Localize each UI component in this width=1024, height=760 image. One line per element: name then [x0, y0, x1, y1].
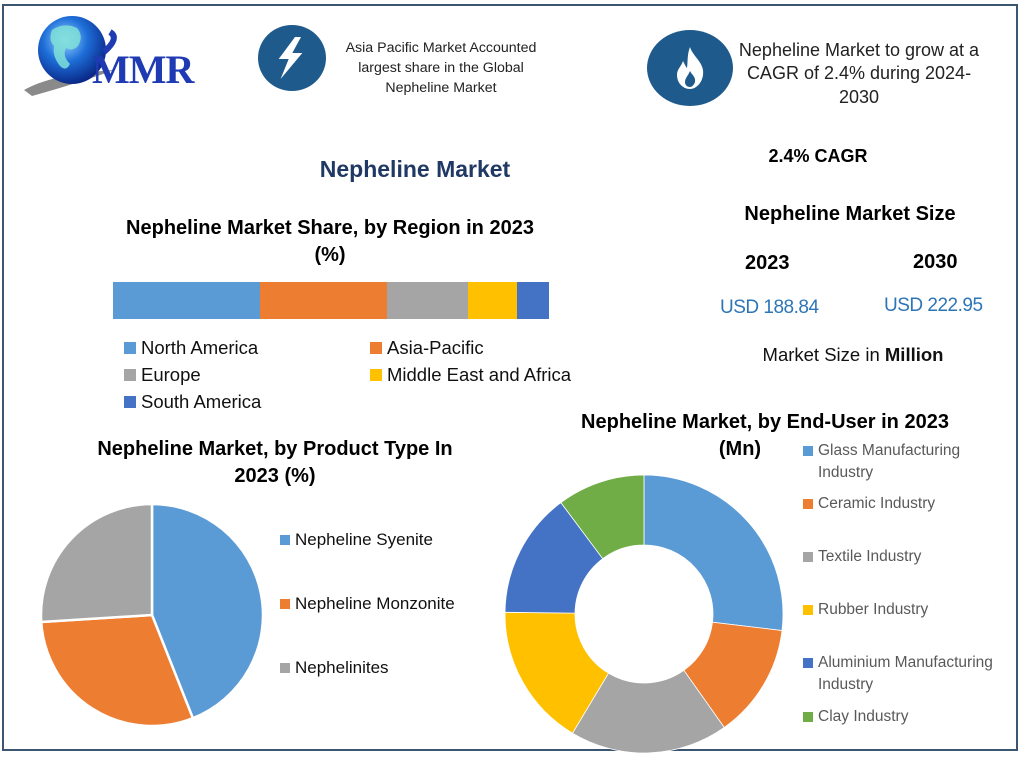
page-title: Nepheline Market — [319, 156, 511, 182]
flame-icon — [647, 30, 733, 106]
region-stacked-bar — [113, 282, 549, 319]
legend-textile: Textile Industry — [803, 546, 921, 568]
slice-clay-industry — [560, 474, 645, 560]
enduser-title-line1: Nepheline Market, by End-User in 2023 — [581, 411, 949, 433]
legend-south-america: South America — [124, 391, 261, 413]
product-title-line1: Nepheline Market, by Product Type In — [97, 438, 453, 460]
enduser-chart-title: Nepheline Market, by End-User in 2023 (M… — [560, 409, 970, 463]
bar-segment-south-america — [517, 282, 549, 319]
legend-clay: Clay Industry — [803, 706, 908, 728]
globe-icon — [24, 16, 117, 96]
legend-nepheline-syenite: Nepheline Syenite — [280, 530, 433, 550]
market-size-title: Nepheline Market Size — [744, 203, 956, 225]
slice-nepheline-syenite — [150, 502, 265, 720]
legend-north-america: North America — [124, 337, 258, 359]
legend-middle-east-africa: Middle East and Africa — [370, 364, 571, 386]
legend-nephelinites: Nephelinites — [280, 658, 389, 678]
slice-nepheline-monzonite — [39, 613, 195, 728]
product-chart-title: Nepheline Market, by Product Type In 202… — [70, 436, 480, 490]
legend-asia-pacific: Asia-Pacific — [370, 337, 484, 359]
market-size-unit: Market Size in Million — [762, 344, 944, 365]
logo-text: MMR — [92, 47, 194, 92]
region-title-line2: (%) — [314, 244, 346, 266]
year-2030: 2030 — [913, 251, 958, 273]
infographic-frame — [2, 4, 1018, 751]
bar-segment-middle-east-and-africa — [468, 282, 518, 319]
bar-segment-north-america — [113, 282, 261, 319]
legend-aluminium: Aluminium Manufacturing Industry — [803, 652, 993, 696]
value-2023: USD 188.84 — [720, 297, 819, 318]
legend-nepheline-monzonite: Nepheline Monzonite — [280, 594, 455, 614]
slice-nephelinites — [39, 502, 154, 624]
bar-segment-asia-pacific — [260, 282, 388, 319]
legend-glass: Glass Manufacturing Industry — [803, 440, 960, 484]
mmr-logo: MMR — [22, 12, 212, 107]
region-chart-title: Nepheline Market Share, by Region in 202… — [100, 215, 560, 269]
enduser-title-line2: (Mn) — [718, 438, 762, 460]
slice-textile-industry — [571, 669, 725, 754]
legend-europe: Europe — [124, 364, 201, 386]
value-2030: USD 222.95 — [884, 295, 983, 316]
legend-rubber: Rubber Industry — [803, 599, 928, 621]
lightning-bolt-icon — [258, 25, 326, 91]
product-title-line2: 2023 (%) — [234, 465, 316, 487]
bar-segment-europe — [387, 282, 469, 319]
slice-glass-manufacturing-industry — [643, 474, 784, 631]
year-2023: 2023 — [745, 252, 790, 274]
region-title-line1: Nepheline Market Share, by Region in 202… — [126, 217, 534, 239]
callout-asia-pacific: Asia Pacific Market Accounted largest sh… — [345, 40, 537, 97]
callout-cagr: Nepheline Market to grow at a CAGR of 2.… — [738, 40, 980, 107]
cagr-label: 2.4% CAGR — [768, 146, 868, 166]
enduser-donut-chart — [504, 474, 784, 754]
legend-ceramic: Ceramic Industry — [803, 493, 935, 515]
product-pie-chart — [39, 502, 265, 728]
